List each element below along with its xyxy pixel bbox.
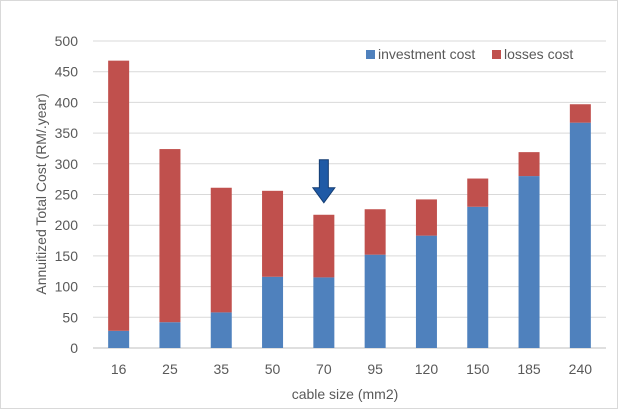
y-tick-label: 350 (55, 125, 79, 141)
investment-cost-bar (569, 122, 591, 348)
investment-cost-bar (415, 235, 437, 348)
investment-cost-bar (313, 277, 335, 348)
x-tick-label: 240 (569, 361, 593, 377)
losses-cost-bar (108, 60, 130, 331)
investment-cost-bar (262, 276, 284, 348)
x-tick-label: 185 (517, 361, 541, 377)
legend-label: losses cost (504, 46, 573, 62)
y-tick-label: 200 (55, 217, 79, 233)
legend: investment cost losses cost (366, 46, 573, 62)
legend-label: investment cost (378, 46, 475, 62)
losses-cost-bar (415, 199, 437, 236)
investment-cost-bar (364, 254, 386, 348)
losses-cost-bar (313, 214, 335, 278)
losses-cost-bar (210, 187, 232, 313)
x-tick-label: 25 (162, 361, 178, 377)
down-arrow-icon (311, 159, 336, 204)
y-tick-label: 400 (55, 94, 79, 110)
losses-cost-bar (159, 149, 181, 323)
x-tick-label: 50 (265, 361, 281, 377)
losses-cost-bar (467, 178, 489, 207)
x-tick-label: 35 (213, 361, 229, 377)
investment-cost-bar (159, 322, 181, 348)
legend-swatch (366, 50, 375, 59)
investment-cost-bar (210, 312, 232, 348)
y-tick-label: 50 (62, 309, 78, 325)
x-axis-title: cable size (mm2) (292, 386, 399, 402)
annotations (311, 159, 336, 204)
x-tick-label: 150 (466, 361, 490, 377)
losses-cost-bar (569, 104, 591, 123)
investment-cost-bar (518, 176, 540, 348)
x-tick-label: 16 (111, 361, 127, 377)
losses-cost-bar (364, 209, 386, 255)
y-tick-label: 250 (55, 187, 79, 203)
investment-cost-bar (467, 206, 489, 348)
x-tick-label: 120 (415, 361, 439, 377)
y-tick-label: 450 (55, 64, 79, 80)
losses-cost-bar (518, 152, 540, 177)
y-tick-label: 100 (55, 279, 79, 295)
y-tick-label: 500 (55, 33, 79, 49)
y-tick-label: 0 (70, 340, 78, 356)
y-tick-label: 300 (55, 156, 79, 172)
y-tick-label: 150 (55, 248, 79, 264)
y-axis-title: Annuitized Total Cost (RM/.year) (33, 93, 49, 294)
x-tick-labels: 16 25 35 50 70 95 120 150 185 240 (111, 361, 592, 377)
legend-swatch (492, 50, 501, 59)
investment-cost-bar (108, 330, 130, 348)
bars (108, 60, 591, 348)
x-tick-label: 70 (316, 361, 332, 377)
losses-cost-bar (262, 190, 284, 277)
x-tick-label: 95 (367, 361, 383, 377)
y-tick-labels: 0 50 100 150 200 250 300 350 400 450 500 (55, 33, 79, 356)
